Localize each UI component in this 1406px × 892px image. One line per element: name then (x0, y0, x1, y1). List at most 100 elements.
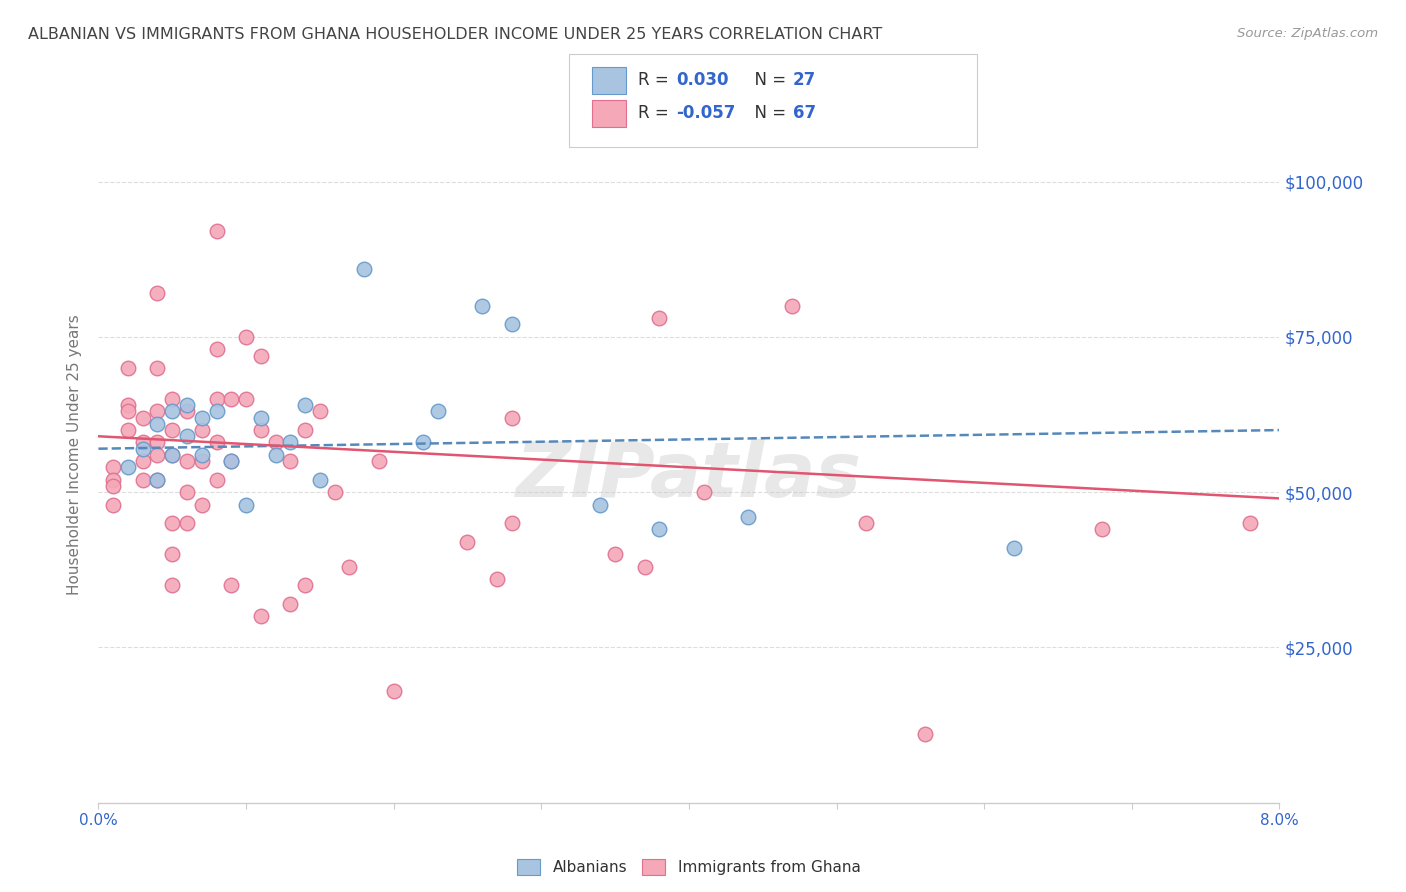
Point (103, 498, 125, 512)
Point (323, 485, 346, 500)
Point (337, 559, 360, 574)
Point (412, 435, 434, 450)
Point (294, 578, 316, 592)
Point (176, 404, 198, 418)
Point (103, 460, 125, 475)
Point (693, 485, 716, 500)
Point (382, 684, 405, 698)
Text: N =: N = (744, 104, 792, 122)
Point (250, 349, 273, 363)
Point (132, 442, 155, 456)
Point (205, 392, 228, 406)
Text: ZIPatlas: ZIPatlas (516, 439, 862, 513)
Point (219, 392, 242, 406)
Text: -0.057: -0.057 (676, 104, 735, 122)
Point (191, 498, 214, 512)
Point (308, 404, 332, 418)
Point (250, 423, 273, 437)
Point (1002, 541, 1025, 555)
Point (250, 609, 273, 624)
Point (162, 578, 183, 592)
Text: 27: 27 (793, 71, 817, 89)
Point (1239, 516, 1261, 531)
Point (471, 299, 494, 313)
Point (914, 727, 936, 741)
Point (353, 261, 375, 276)
Point (205, 404, 228, 418)
Point (294, 398, 316, 412)
Point (278, 597, 302, 611)
Point (855, 516, 877, 531)
Point (146, 286, 169, 301)
Text: Source: ZipAtlas.com: Source: ZipAtlas.com (1237, 27, 1378, 40)
Point (648, 523, 671, 537)
Point (648, 311, 671, 326)
Point (176, 516, 198, 531)
Point (501, 318, 523, 332)
Point (235, 498, 257, 512)
Point (162, 448, 183, 462)
Point (132, 454, 155, 468)
Point (176, 454, 198, 468)
Point (264, 448, 287, 462)
Point (191, 448, 214, 462)
Text: R =: R = (638, 71, 675, 89)
Text: ALBANIAN VS IMMIGRANTS FROM GHANA HOUSEHOLDER INCOME UNDER 25 YEARS CORRELATION : ALBANIAN VS IMMIGRANTS FROM GHANA HOUSEH… (28, 27, 883, 42)
Text: 0.030: 0.030 (676, 71, 728, 89)
Point (485, 572, 508, 586)
Point (426, 404, 449, 418)
Point (146, 360, 169, 375)
Point (146, 417, 169, 431)
Point (117, 460, 139, 475)
Point (191, 454, 214, 468)
Point (589, 498, 612, 512)
Point (278, 435, 302, 450)
Point (132, 473, 155, 487)
Point (132, 410, 155, 425)
Point (294, 423, 316, 437)
Point (501, 410, 523, 425)
Point (146, 404, 169, 418)
Point (162, 404, 183, 418)
Point (191, 410, 214, 425)
Point (264, 435, 287, 450)
Point (117, 398, 139, 412)
Point (103, 473, 125, 487)
Point (162, 547, 183, 561)
Point (146, 473, 169, 487)
Point (205, 224, 228, 238)
Point (176, 398, 198, 412)
Y-axis label: Householder Income Under 25 years: Householder Income Under 25 years (67, 315, 83, 595)
Text: 67: 67 (793, 104, 815, 122)
Legend: Albanians, Immigrants from Ghana: Albanians, Immigrants from Ghana (517, 859, 860, 875)
Point (456, 534, 478, 549)
Point (162, 423, 183, 437)
Point (146, 448, 169, 462)
Point (737, 510, 759, 524)
Point (176, 429, 198, 443)
Point (278, 454, 302, 468)
Point (782, 299, 804, 313)
Point (633, 559, 655, 574)
Point (205, 473, 228, 487)
Point (117, 360, 139, 375)
Point (117, 423, 139, 437)
Point (219, 578, 242, 592)
Point (235, 392, 257, 406)
Point (146, 435, 169, 450)
Point (308, 473, 332, 487)
Point (219, 454, 242, 468)
Point (103, 479, 125, 493)
Point (162, 448, 183, 462)
Point (146, 473, 169, 487)
Text: N =: N = (744, 71, 792, 89)
Point (501, 516, 523, 531)
Point (235, 330, 257, 344)
Point (132, 435, 155, 450)
Point (605, 547, 627, 561)
Point (162, 516, 183, 531)
Point (191, 423, 214, 437)
Point (176, 485, 198, 500)
Point (205, 435, 228, 450)
Point (205, 343, 228, 357)
